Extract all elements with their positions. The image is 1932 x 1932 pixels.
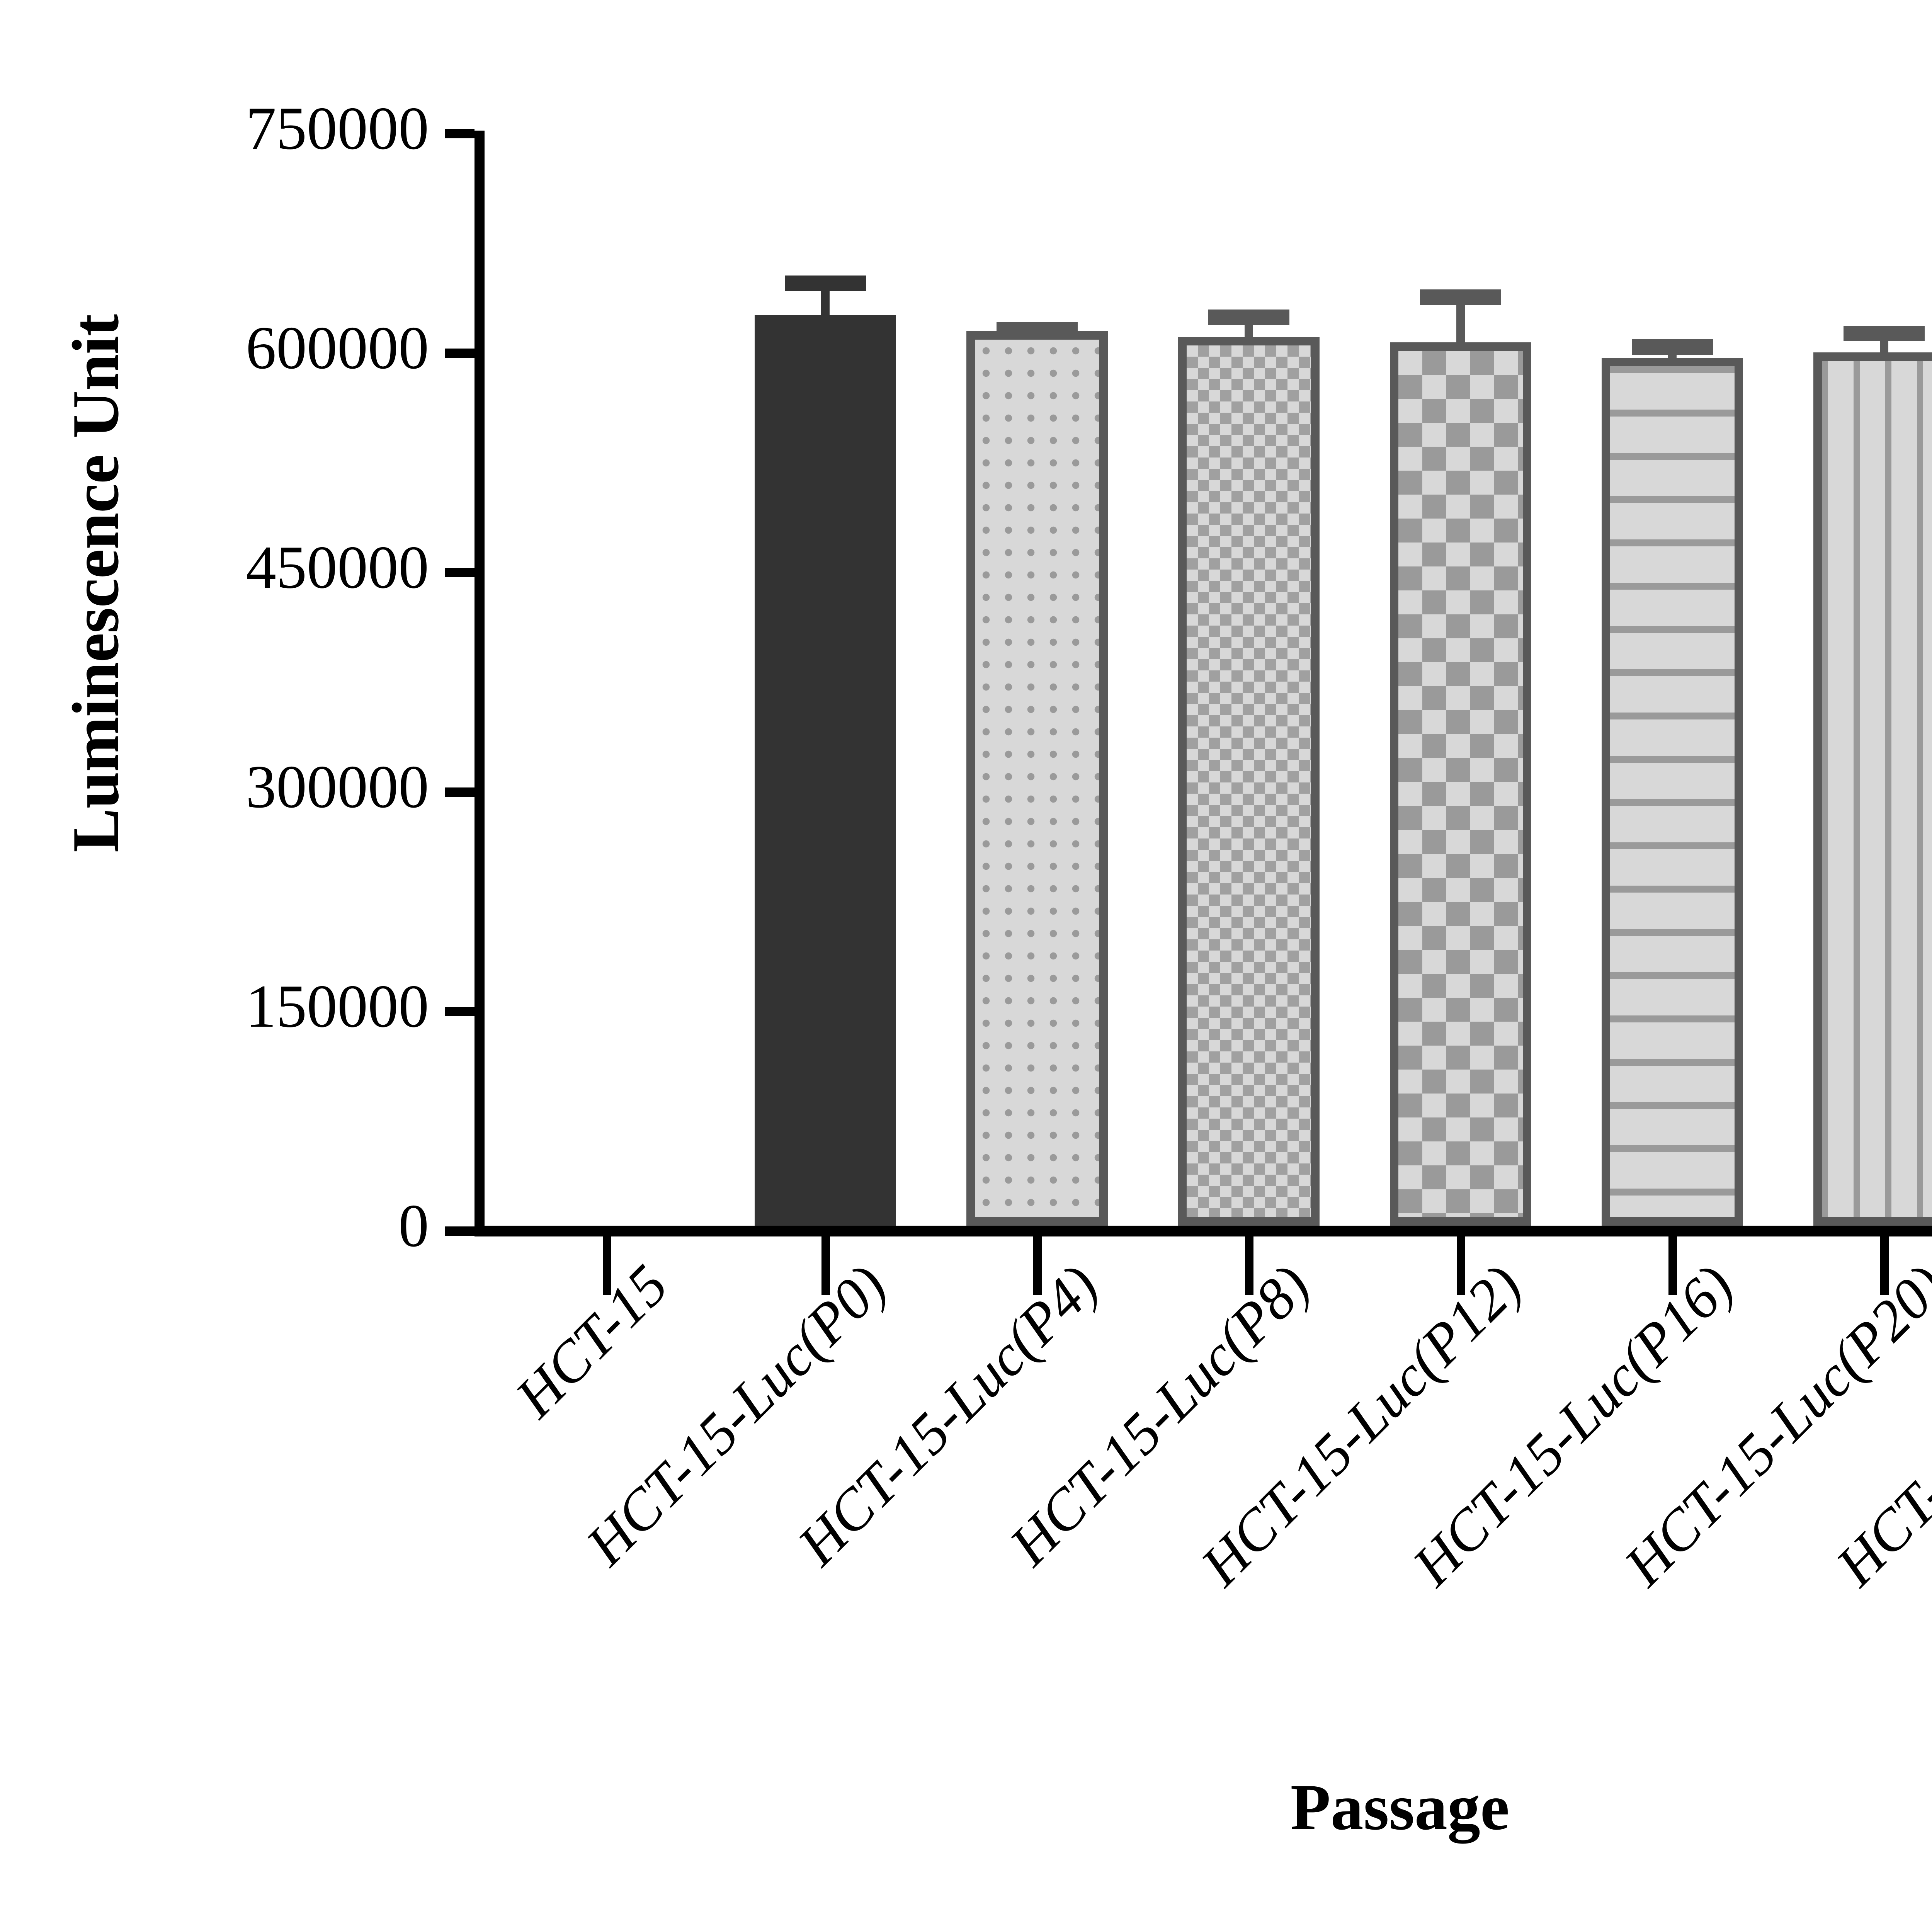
error-bar-cap-p4 [997,322,1078,338]
y-tick-5 [445,1226,474,1236]
bar-hct15-luc-p4 [966,331,1108,1226]
bar-hct15-luc-p20 [1813,352,1932,1226]
bar-hct15-luc-p12 [1390,342,1531,1226]
y-tick-2 [445,568,474,577]
bar-hct15-luc-p16 [1602,358,1743,1226]
x-axis-line [474,1226,1932,1236]
bar-hct15-luc-p8 [1178,337,1320,1226]
y-tick-4 [445,1007,474,1016]
y-tick-1 [445,349,474,358]
x-tick-5 [1668,1236,1677,1295]
x-label-wrap-3: HCT-15-Luc(P8) [997,1252,1322,1577]
x-label-wrap-2: HCT-15-Luc(P4) [786,1252,1110,1577]
error-bar-stem-p12 [1456,291,1465,347]
error-bar-cap-p0 [785,276,866,291]
x-tick-2 [1033,1236,1042,1295]
x-label-wrap-1: HCT-15-Luc(P0) [574,1252,898,1577]
x-tick-3 [1245,1236,1253,1295]
y-tick-label-5: 0 [398,1192,429,1260]
y-tick-label-4: 150000 [246,973,429,1040]
x-tick-4 [1457,1236,1465,1295]
error-bar-cap-p12 [1420,289,1501,305]
x-label-wrap-6: HCT-15-Luc(P20) [1612,1252,1932,1598]
error-bar-cap-p20 [1844,326,1925,341]
y-tick-label-3: 300000 [246,753,429,821]
y-tick-label-1: 600000 [246,314,429,382]
error-bar-cap-p8 [1208,310,1289,325]
x-tick-6 [1880,1236,1889,1295]
x-label-wrap-5: HCT-15-Luc(P16) [1400,1252,1745,1598]
x-tick-label-0: HCT-15 [503,1253,680,1430]
bar-hct15-luc-p0 [755,315,896,1226]
y-tick-label-2: 450000 [246,534,429,601]
y-axis-line [474,131,485,1236]
y-tick-0 [445,129,474,138]
y-tick-label-0: 750000 [246,95,429,162]
x-label-wrap-4: HCT-15-Luc(P12) [1189,1252,1534,1598]
x-label-wrap-0: HCT-15 [503,1252,680,1429]
x-tick-1 [821,1236,830,1295]
x-axis-title: Passage [1290,1771,1510,1844]
x-tick-0 [603,1236,611,1295]
y-tick-3 [445,787,474,797]
error-bar-cap-p16 [1632,339,1713,355]
